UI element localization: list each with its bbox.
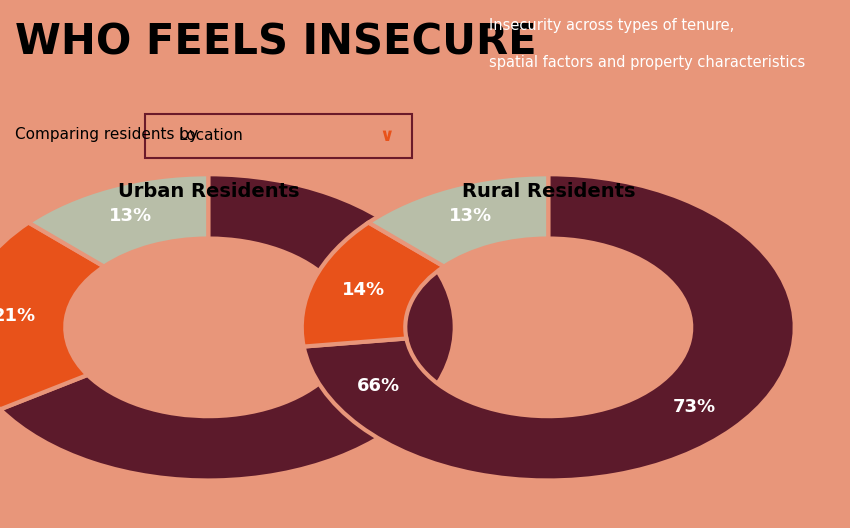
Text: ∨: ∨ [379, 127, 394, 145]
Text: Insecurity across types of tenure,: Insecurity across types of tenure, [489, 18, 734, 33]
Text: WHO FEELS INSECURE: WHO FEELS INSECURE [15, 21, 537, 63]
Text: 13%: 13% [110, 208, 152, 225]
Wedge shape [0, 222, 104, 409]
Text: 66%: 66% [357, 376, 400, 394]
Wedge shape [303, 174, 795, 480]
FancyBboxPatch shape [144, 114, 412, 158]
Text: 13%: 13% [450, 208, 492, 225]
Text: 73%: 73% [672, 398, 716, 417]
Text: 21%: 21% [0, 307, 36, 325]
Text: Comparing residents by: Comparing residents by [15, 127, 198, 142]
Wedge shape [302, 222, 444, 346]
Wedge shape [369, 174, 548, 267]
Wedge shape [0, 174, 455, 480]
Text: Location: Location [178, 128, 243, 143]
Wedge shape [29, 174, 208, 267]
Text: spatial factors and property characteristics: spatial factors and property characteris… [489, 55, 805, 70]
Text: Urban Residents: Urban Residents [117, 182, 299, 201]
Text: Rural Residents: Rural Residents [462, 182, 635, 201]
Text: 14%: 14% [342, 281, 384, 299]
